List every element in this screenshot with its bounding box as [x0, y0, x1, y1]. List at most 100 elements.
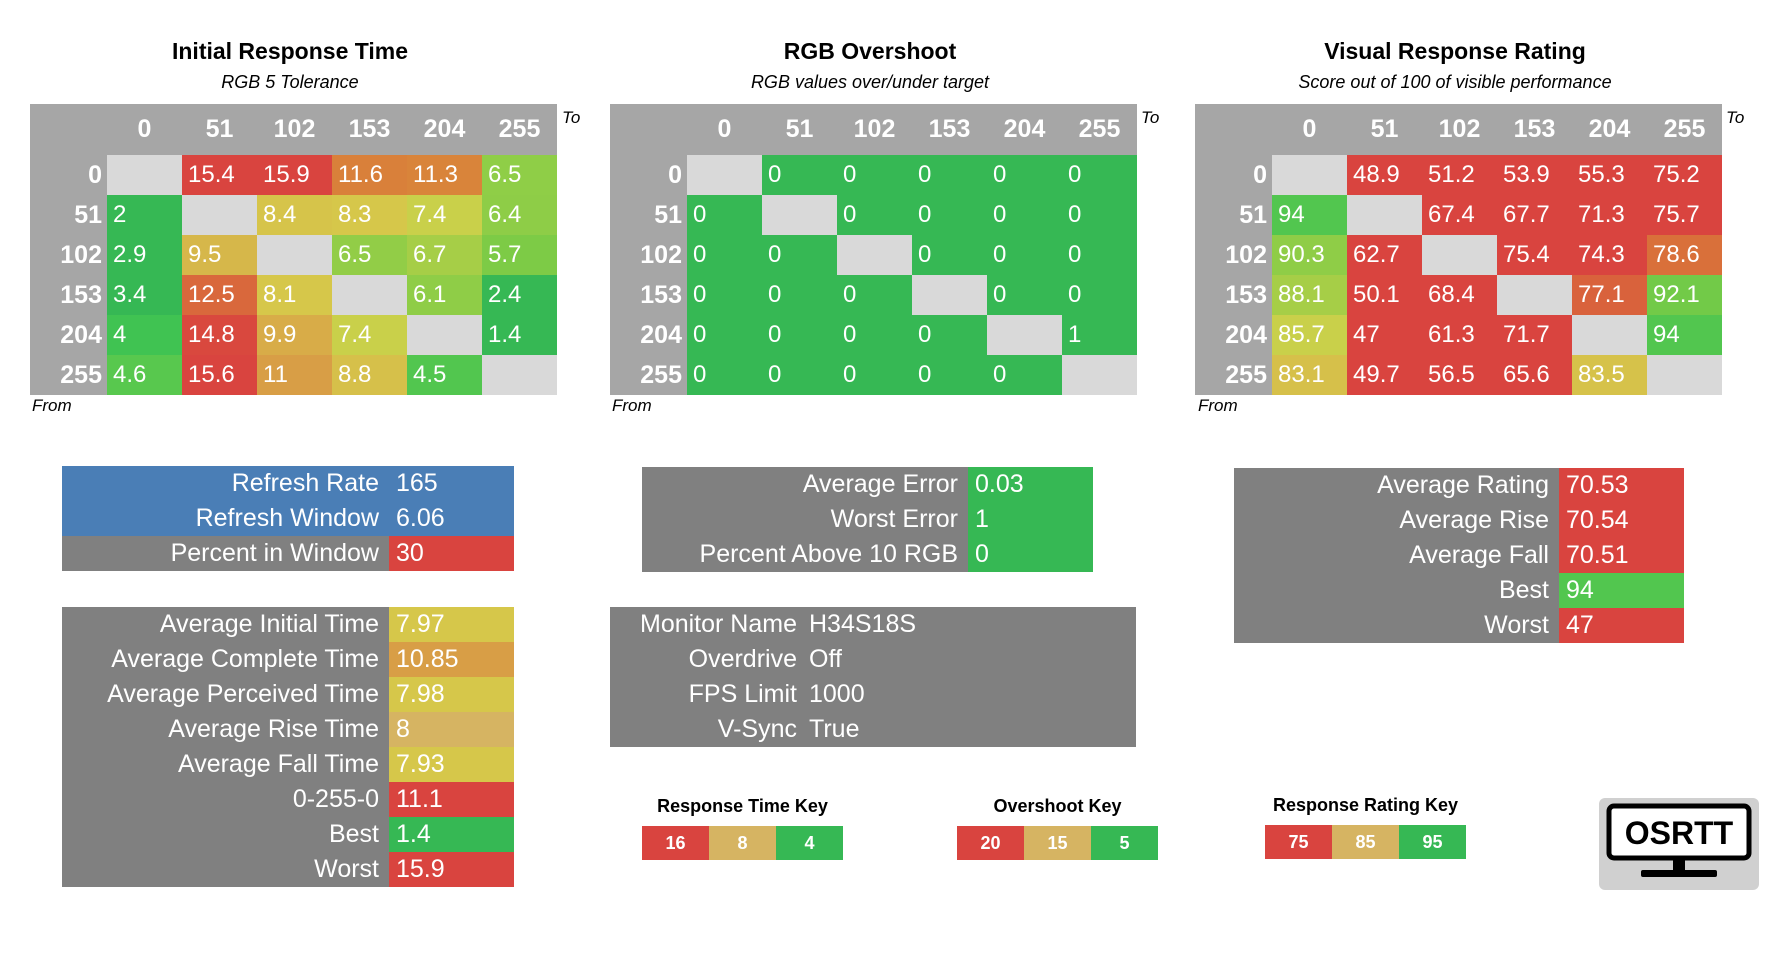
color-key: 75 85 95 [1265, 825, 1466, 859]
heatmap-cell: 55.3 [1572, 155, 1647, 195]
heatmap-cell: 1 [1062, 315, 1137, 355]
stat-label: Percent Above 10 RGB [642, 537, 968, 572]
column-label: 0 [717, 115, 732, 143]
column-label: 255 [1078, 115, 1121, 143]
key-title: Response Rating Key [1272, 795, 1459, 815]
stat-value: 47 [1559, 608, 1684, 643]
heatmap-cell: 78.6 [1647, 235, 1722, 275]
heatmap-cell: 0 [1062, 235, 1137, 275]
heatmap-cell: 50.1 [1347, 275, 1422, 315]
heatmap-cell: 88.1 [1272, 275, 1347, 315]
stat-value: 1 [968, 502, 1093, 537]
osrtt-logo: OSRTT [1599, 798, 1759, 890]
heatmap-cell: 7.4 [332, 315, 407, 355]
stat-value: 15.9 [389, 852, 514, 887]
color-key: 20 15 5 [957, 826, 1158, 860]
column-label: 0 [137, 115, 152, 143]
heatmap-cell: 67.4 [1422, 195, 1497, 235]
diagonal-cell [987, 315, 1062, 355]
heatmap-cell: 6.1 [407, 275, 482, 315]
row-label: 102 [640, 241, 682, 269]
heatmap-cell: 3.4 [107, 275, 182, 315]
diagonal-cell [107, 155, 182, 195]
heatmap-cell: 0 [837, 195, 912, 235]
diagonal-cell [912, 275, 987, 315]
heatmap-cell: 0 [987, 195, 1062, 235]
heatmap-cell: 0 [1062, 275, 1137, 315]
heatmap-cell: 0 [837, 155, 912, 195]
column-label: 102 [1438, 115, 1481, 143]
stat-value: Off [809, 642, 1136, 677]
diagonal-cell [762, 195, 837, 235]
key-swatch: 20 [957, 826, 1024, 860]
heatmap-cell: 83.5 [1572, 355, 1647, 395]
column-label: 51 [1370, 115, 1399, 143]
heatmap-cell: 48.9 [1347, 155, 1422, 195]
to-label-visual-rating: To [1726, 108, 1745, 127]
heatmap-cell: 8.4 [257, 195, 332, 235]
heatmap-cell: 85.7 [1272, 315, 1347, 355]
heatmap-cell: 9.5 [182, 235, 257, 275]
heatmap-cell: 0 [912, 155, 987, 195]
stat-label: Average Fall [1234, 538, 1559, 573]
heatmap-cell: 0 [987, 355, 1062, 395]
row-label: 204 [640, 321, 682, 349]
heatmap-cell: 0 [687, 275, 762, 315]
stat-label: Refresh Window [62, 501, 389, 536]
heatmap-cell: 12.5 [182, 275, 257, 315]
heatmap-cell: 0 [912, 235, 987, 275]
heatmap-cell: 0 [1062, 195, 1137, 235]
heatmap-cell: 0 [762, 315, 837, 355]
row-label: 51 [654, 201, 682, 229]
heatmap-cell: 6.5 [332, 235, 407, 275]
heatmap-cell: 0 [687, 315, 762, 355]
column-label: 51 [205, 115, 234, 143]
heatmap-cell: 15.9 [257, 155, 332, 195]
diagonal-cell [1572, 315, 1647, 355]
heatmap-cell: 0 [762, 275, 837, 315]
chart-subtitle-initial-response: RGB 5 Tolerance [221, 72, 359, 92]
to-label-overshoot: To [1141, 108, 1160, 127]
heatmap-cell: 6.4 [482, 195, 557, 235]
heatmap-cell: 0 [837, 275, 912, 315]
heatmap-cell: 74.3 [1572, 235, 1647, 275]
from-label-visual-rating: From [1198, 396, 1238, 415]
column-label: 153 [928, 115, 971, 143]
diagonal-cell [1497, 275, 1572, 315]
heatmap-cell: 75.7 [1647, 195, 1722, 235]
stat-label: Average Complete Time [62, 642, 389, 677]
stat-value: 94 [1559, 573, 1684, 608]
heatmap-cell: 75.2 [1647, 155, 1722, 195]
key-swatch: 15 [1024, 826, 1091, 860]
stat-value: True [809, 712, 1136, 747]
heatmap-cell: 71.3 [1572, 195, 1647, 235]
row-label: 0 [88, 161, 102, 189]
heatmap-cell: 9.9 [257, 315, 332, 355]
heatmap-cell: 4 [107, 315, 182, 355]
heatmap-overshoot: 0 51 102 153 204 255 0 51 102 153 204 255 0 0 0 0 0 0 0 0 0 0… [610, 104, 1137, 395]
heatmap-visual-rating: 0 51 102 153 204 255 0 51 102 153 204 255 48.9 51.2 53… [1195, 104, 1722, 395]
heatmap-initial-response: 0 51 102 153 204 255 0 51 102 153 204 255 15.4 15.9 11… [30, 104, 557, 395]
stat-value: 7.97 [389, 607, 514, 642]
stat-value: 1.4 [389, 817, 514, 852]
key-swatch: 5 [1091, 826, 1158, 860]
heatmap-cell: 49.7 [1347, 355, 1422, 395]
column-label: 0 [1302, 115, 1317, 143]
monitor-icon: OSRTT [1606, 803, 1752, 877]
logo-text: OSRTT [1625, 815, 1734, 851]
row-label: 153 [1225, 281, 1267, 309]
key-swatch: 8 [709, 826, 776, 860]
heatmap-cell: 14.8 [182, 315, 257, 355]
heatmap-cell: 1.4 [482, 315, 557, 355]
heatmap-cell: 71.7 [1497, 315, 1572, 355]
key-swatch: 95 [1399, 825, 1466, 859]
stat-label: Best [62, 817, 389, 852]
row-label: 51 [74, 201, 102, 229]
column-label: 153 [1513, 115, 1556, 143]
heatmap-cell: 94 [1272, 195, 1347, 235]
heatmap-cell: 6.5 [482, 155, 557, 195]
diagonal-cell [837, 235, 912, 275]
heatmap-cell: 5.7 [482, 235, 557, 275]
row-label: 204 [1225, 321, 1267, 349]
diagonal-cell [1347, 195, 1422, 235]
